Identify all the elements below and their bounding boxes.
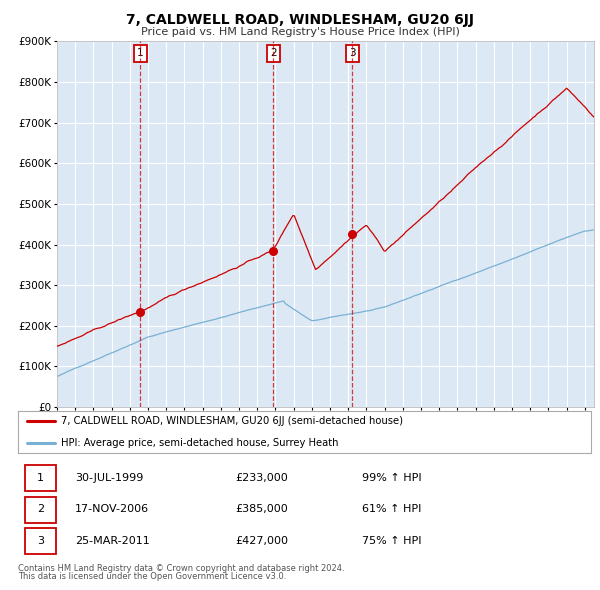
Text: 2: 2: [270, 48, 277, 58]
Text: Contains HM Land Registry data © Crown copyright and database right 2024.: Contains HM Land Registry data © Crown c…: [18, 564, 344, 573]
Text: £233,000: £233,000: [236, 473, 289, 483]
Text: 3: 3: [37, 536, 44, 546]
Text: 17-NOV-2006: 17-NOV-2006: [76, 504, 149, 514]
Text: 1: 1: [137, 48, 143, 58]
FancyBboxPatch shape: [25, 465, 56, 491]
Text: 2: 2: [37, 504, 44, 514]
Text: 61% ↑ HPI: 61% ↑ HPI: [362, 504, 421, 514]
Text: HPI: Average price, semi-detached house, Surrey Heath: HPI: Average price, semi-detached house,…: [61, 438, 338, 447]
Text: 99% ↑ HPI: 99% ↑ HPI: [362, 473, 421, 483]
Text: 75% ↑ HPI: 75% ↑ HPI: [362, 536, 421, 546]
Text: £427,000: £427,000: [236, 536, 289, 546]
FancyBboxPatch shape: [25, 497, 56, 523]
Text: 25-MAR-2011: 25-MAR-2011: [76, 536, 150, 546]
Text: 3: 3: [349, 48, 356, 58]
Text: £385,000: £385,000: [236, 504, 289, 514]
Text: 1: 1: [37, 473, 44, 483]
Text: This data is licensed under the Open Government Licence v3.0.: This data is licensed under the Open Gov…: [18, 572, 286, 581]
FancyBboxPatch shape: [25, 528, 56, 555]
Text: 30-JUL-1999: 30-JUL-1999: [76, 473, 143, 483]
Text: Price paid vs. HM Land Registry's House Price Index (HPI): Price paid vs. HM Land Registry's House …: [140, 27, 460, 37]
Text: 7, CALDWELL ROAD, WINDLESHAM, GU20 6JJ: 7, CALDWELL ROAD, WINDLESHAM, GU20 6JJ: [126, 13, 474, 27]
Text: 7, CALDWELL ROAD, WINDLESHAM, GU20 6JJ (semi-detached house): 7, CALDWELL ROAD, WINDLESHAM, GU20 6JJ (…: [61, 417, 403, 426]
